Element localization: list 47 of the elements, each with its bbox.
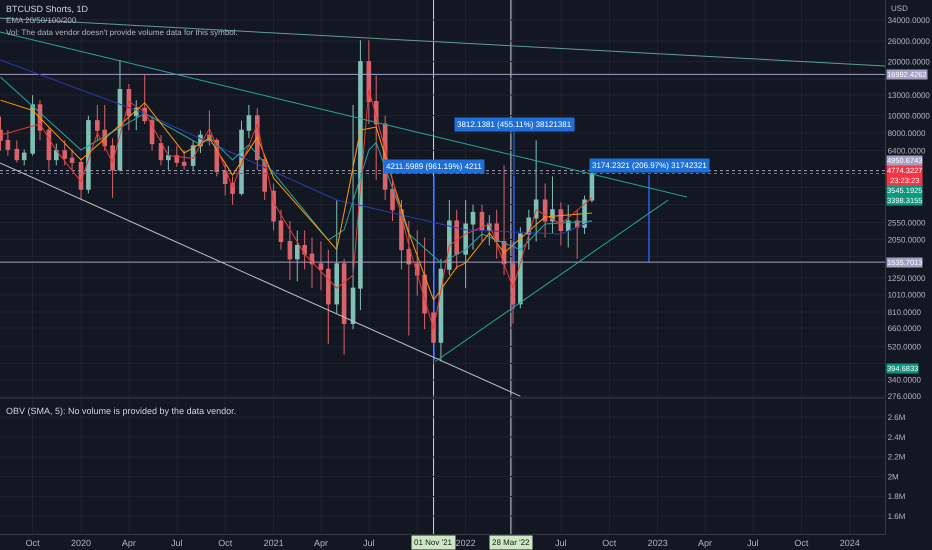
y-tick-label: 34000.0000 — [888, 16, 930, 25]
y-tick-label: 1.8M — [888, 492, 906, 502]
y-tick-label: 8000.0000 — [888, 128, 926, 138]
x-tick-label: Oct — [602, 538, 617, 548]
y-tick-label: 1010.0000 — [888, 290, 926, 300]
x-tick-label: Jul — [747, 538, 759, 548]
x-tick-label: 2024 — [840, 538, 860, 548]
x-tick-label: Oct — [26, 538, 40, 548]
ref-line-label: 28 Mar '22 — [492, 538, 530, 547]
y-tick-label: 20000.0000 — [888, 57, 930, 66]
annotation: 4211.5989 (961.19%) 4211 — [386, 162, 482, 171]
annotation: 3812.1381 (455.11%) 38121381 — [457, 120, 572, 129]
x-tick-label: 2021 — [264, 538, 284, 548]
ref-line-label: 01 Nov '21 — [414, 538, 453, 547]
x-tick-label: Apr — [314, 538, 328, 548]
y-tick-label: 520.0000 — [888, 342, 922, 352]
y-tick-label: 660.0000 — [888, 324, 922, 333]
y-tick-label: 10000.0000 — [888, 112, 930, 121]
x-tick-label: Jul — [555, 538, 567, 548]
text: OBV (SMA, 5): No volume is provided by the data vendor. — [6, 406, 236, 416]
x-tick-label: Jul — [363, 538, 375, 548]
x-tick-label: Apr — [122, 538, 136, 548]
y-tick-label: 2050.0000 — [888, 235, 926, 244]
y-tick-label: 26000.0000 — [888, 36, 930, 46]
y-tick-label: 2.2M — [888, 452, 906, 462]
x-tick-label: 2023 — [648, 538, 668, 548]
y-tick-label: 13000.0000 — [888, 91, 930, 100]
annotation: Vol: The data vendor doesn't provide volume data for this symbol. — [6, 28, 238, 37]
y-tick-label: 810.0000 — [888, 308, 922, 317]
y-tick-label: 6400.0000 — [888, 146, 926, 156]
text: BTCUSD Shorts, 1D — [6, 4, 89, 14]
x-tick-label: Jul — [171, 538, 183, 548]
y-tick-label: 276.0000 — [888, 392, 922, 401]
y-tick-label: 2M — [888, 472, 900, 482]
y-tick-label: 1250.0000 — [888, 274, 926, 283]
y-axis-title: USD — [891, 4, 908, 13]
x-tick-label: 2022 — [456, 538, 476, 548]
x-tick-label: Oct — [218, 538, 233, 548]
annotation: 3174.2321 (206.97%) 31742321 — [592, 161, 708, 170]
x-tick-label: Apr — [698, 538, 712, 548]
y-tick-label: 340.0000 — [888, 376, 922, 385]
x-tick-label: Oct — [794, 538, 809, 548]
y-tick-label: 1.6M — [888, 512, 906, 521]
y-tick-label: 2550.0000 — [888, 218, 926, 228]
y-tick-label: 2.4M — [888, 432, 906, 442]
y-tick-label: 2.6M — [888, 413, 906, 422]
x-tick-label: 2020 — [71, 538, 92, 548]
